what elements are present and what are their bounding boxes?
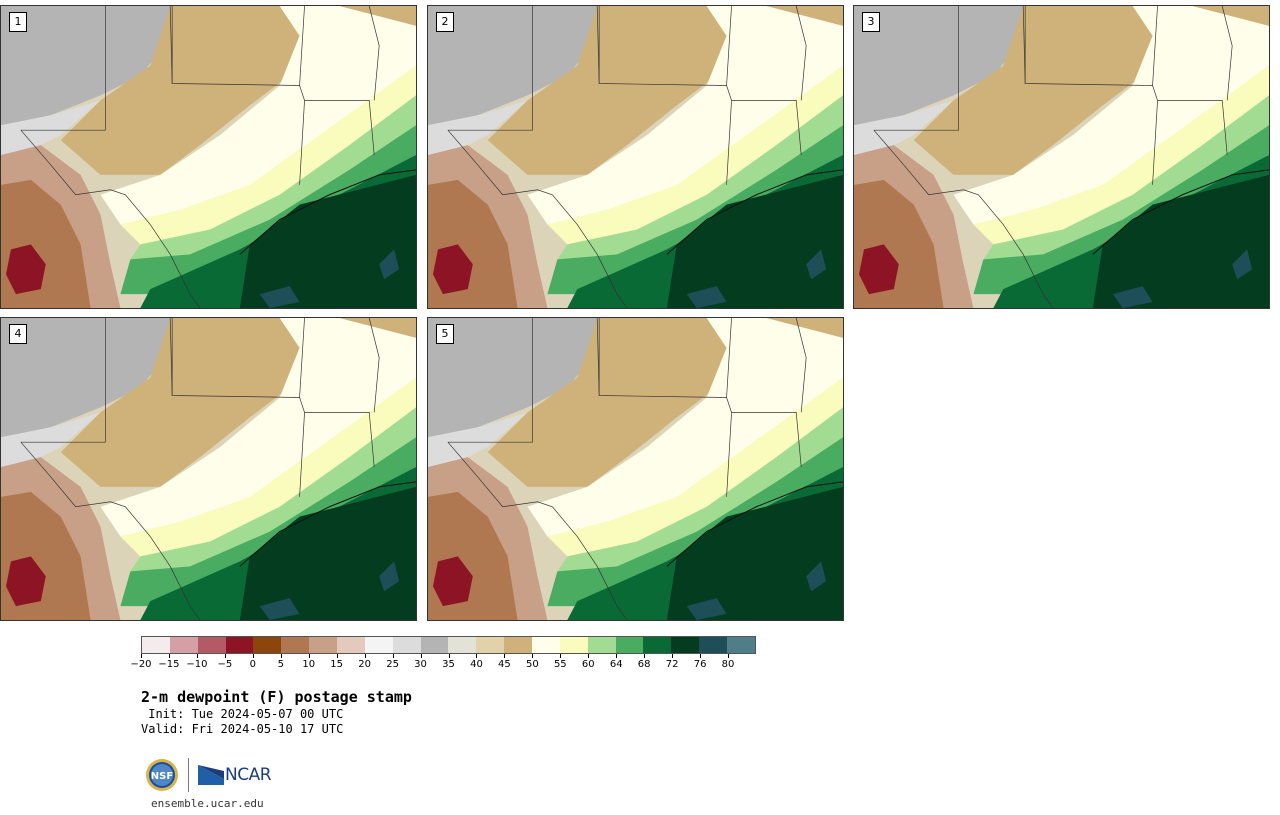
nsf-logo-text: NSF bbox=[151, 771, 173, 782]
dewpoint-map bbox=[428, 6, 843, 308]
colorbar-segment bbox=[253, 637, 282, 653]
colorbar-segment bbox=[532, 637, 560, 653]
colorbar-tick-label: 20 bbox=[358, 659, 371, 670]
colorbar-tick-label: 5 bbox=[277, 659, 284, 670]
map-panel: 5 bbox=[427, 317, 844, 621]
dewpoint-map bbox=[854, 6, 1269, 308]
colorbar-tick bbox=[672, 654, 674, 658]
colorbar-tick bbox=[196, 654, 198, 658]
colorbar-segment bbox=[197, 637, 226, 653]
colorbar-tick bbox=[168, 654, 170, 658]
colorbar-tick bbox=[280, 654, 282, 658]
colorbar-tick bbox=[252, 654, 254, 658]
colorbar-segment bbox=[225, 637, 254, 653]
map-panel: 3 bbox=[853, 5, 1270, 309]
colorbar-segment bbox=[671, 637, 700, 653]
colorbar-tick-label: 50 bbox=[525, 659, 539, 670]
colorbar-tick bbox=[336, 654, 338, 658]
colorbar-tick bbox=[476, 654, 478, 658]
colorbar-segment bbox=[448, 637, 477, 653]
colorbar-segment bbox=[281, 637, 310, 653]
colorbar-tick bbox=[644, 654, 646, 658]
ncar-logo: NCAR bbox=[198, 765, 272, 785]
colorbar-segment bbox=[420, 637, 449, 653]
colorbar-segment bbox=[392, 637, 421, 653]
logo-divider bbox=[188, 758, 189, 792]
dewpoint-map bbox=[1, 318, 416, 620]
colorbar-tick bbox=[364, 654, 366, 658]
colorbar-segment bbox=[476, 637, 505, 653]
colorbar-tick bbox=[616, 654, 618, 658]
map-graphic bbox=[428, 318, 843, 620]
colorbar-tick-label: 30 bbox=[414, 659, 427, 670]
map-graphic bbox=[1, 318, 416, 620]
colorbar-tick-label: 25 bbox=[386, 659, 399, 670]
panel-number: 1 bbox=[9, 12, 27, 32]
map-panel: 1 bbox=[0, 5, 417, 309]
ncar-swoosh-icon bbox=[198, 765, 224, 785]
colorbar-segment bbox=[727, 637, 755, 653]
colorbar-tick bbox=[588, 654, 590, 658]
colorbar-tick-label: 0 bbox=[249, 659, 256, 670]
map-graphic bbox=[1, 6, 416, 308]
colorbar-tick-label: 55 bbox=[553, 659, 567, 670]
colorbar-segment bbox=[337, 637, 365, 653]
colorbar-tick-label: 15 bbox=[330, 659, 344, 670]
dewpoint-map bbox=[1, 6, 416, 308]
colorbar-tick bbox=[224, 654, 226, 658]
colorbar-tick bbox=[728, 654, 730, 658]
valid-time: Valid: Fri 2024-05-10 17 UTC bbox=[141, 722, 344, 736]
colorbar-tick-label: 40 bbox=[470, 659, 483, 670]
colorbar-tick-label: 10 bbox=[302, 659, 316, 670]
colorbar-tick bbox=[141, 654, 142, 658]
ncar-logo-text: NCAR bbox=[225, 765, 272, 785]
colorbar-tick bbox=[392, 654, 394, 658]
colorbar bbox=[141, 636, 756, 654]
colorbar-tick-label: 72 bbox=[665, 659, 679, 670]
colorbar-segment bbox=[364, 637, 393, 653]
colorbar-segment bbox=[643, 637, 672, 653]
panel-number: 3 bbox=[862, 12, 880, 32]
colorbar-segment bbox=[699, 637, 728, 653]
colorbar-tick-label: 35 bbox=[442, 659, 455, 670]
colorbar-tick-label: −20 bbox=[130, 659, 152, 670]
init-time: Init: Tue 2024-05-07 00 UTC bbox=[141, 707, 344, 721]
map-graphic bbox=[428, 6, 843, 308]
dewpoint-map bbox=[428, 318, 843, 620]
colorbar-segment bbox=[504, 637, 533, 653]
colorbar-tick bbox=[448, 654, 450, 658]
colorbar-tick bbox=[700, 654, 702, 658]
colorbar-segment bbox=[587, 637, 616, 653]
nsf-logo-icon: NSF bbox=[146, 759, 178, 791]
colorbar-tick-label: 80 bbox=[721, 659, 735, 670]
website-text: ensemble.ucar.edu bbox=[151, 797, 264, 810]
panel-number: 5 bbox=[436, 324, 454, 344]
panel-number: 4 bbox=[9, 324, 27, 344]
colorbar-segment bbox=[169, 637, 198, 653]
colorbar-tick-label: −10 bbox=[186, 659, 208, 670]
map-panel: 2 bbox=[427, 5, 844, 309]
colorbar-tick bbox=[532, 654, 534, 658]
colorbar-tick-label: −5 bbox=[217, 659, 233, 670]
colorbar-tick-label: 68 bbox=[637, 659, 651, 670]
panel-number: 2 bbox=[436, 12, 454, 32]
colorbar-tick bbox=[420, 654, 422, 658]
colorbar-segment bbox=[142, 637, 170, 653]
colorbar-tick bbox=[308, 654, 310, 658]
chart-title: 2-m dewpoint (F) postage stamp bbox=[141, 688, 412, 706]
colorbar-tick bbox=[504, 654, 506, 658]
colorbar-tick-label: −15 bbox=[158, 659, 180, 670]
logos: NSF NCAR bbox=[145, 757, 272, 793]
colorbar-segment bbox=[615, 637, 644, 653]
colorbar-tick bbox=[560, 654, 562, 658]
colorbar-segment bbox=[559, 637, 588, 653]
colorbar-segment bbox=[309, 637, 338, 653]
colorbar-tick-label: 76 bbox=[693, 659, 707, 670]
map-panel: 4 bbox=[0, 317, 417, 621]
colorbar-tick-label: 45 bbox=[498, 659, 511, 670]
map-graphic bbox=[854, 6, 1269, 308]
colorbar-ticks: −20 −15 −10 −5 0 5 10 15 20 25 30 35 40 45 50 55 60 64 68 7… bbox=[130, 654, 756, 674]
colorbar-tick-label: 64 bbox=[609, 659, 623, 670]
colorbar-tick-label: 60 bbox=[581, 659, 595, 670]
